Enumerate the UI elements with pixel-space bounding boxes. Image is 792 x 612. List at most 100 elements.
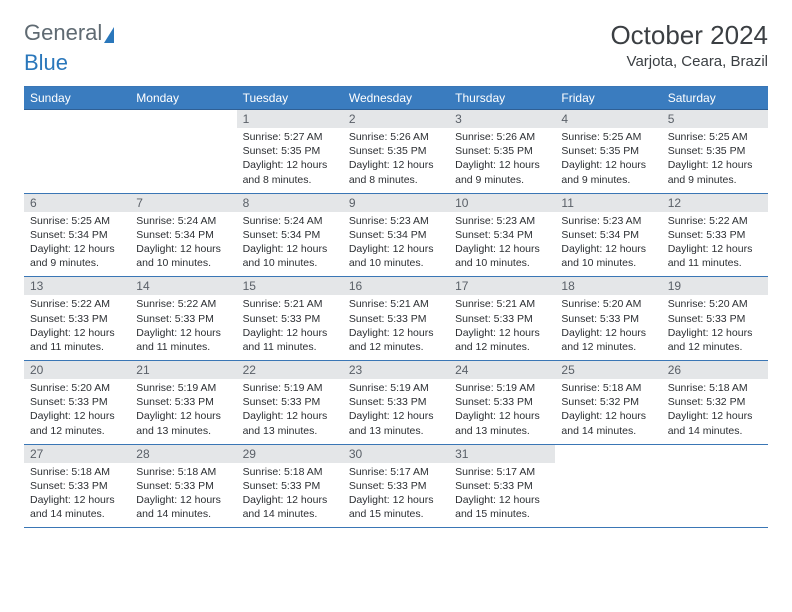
- sunrise-text: Sunrise: 5:24 AM: [136, 214, 230, 228]
- daylight-text: Daylight: 12 hours and 12 minutes.: [668, 326, 762, 354]
- calendar-day-cell: 8Sunrise: 5:24 AMSunset: 5:34 PMDaylight…: [237, 193, 343, 277]
- weekday-header: Monday: [130, 87, 236, 110]
- day-number: 28: [130, 445, 236, 463]
- day-number: 12: [662, 194, 768, 212]
- sunset-text: Sunset: 5:33 PM: [349, 395, 443, 409]
- calendar-day-cell: 5Sunrise: 5:25 AMSunset: 5:35 PMDaylight…: [662, 110, 768, 194]
- day-number: 1: [237, 110, 343, 128]
- sunset-text: Sunset: 5:33 PM: [243, 312, 337, 326]
- sunset-text: Sunset: 5:33 PM: [30, 479, 124, 493]
- sunset-text: Sunset: 5:34 PM: [243, 228, 337, 242]
- daylight-text: Daylight: 12 hours and 14 minutes.: [561, 409, 655, 437]
- daylight-text: Daylight: 12 hours and 11 minutes.: [243, 326, 337, 354]
- daylight-text: Daylight: 12 hours and 10 minutes.: [349, 242, 443, 270]
- sunrise-text: Sunrise: 5:22 AM: [30, 297, 124, 311]
- sunset-text: Sunset: 5:34 PM: [455, 228, 549, 242]
- day-number: 21: [130, 361, 236, 379]
- calendar-day-cell: 12Sunrise: 5:22 AMSunset: 5:33 PMDayligh…: [662, 193, 768, 277]
- day-number: [130, 110, 236, 128]
- day-number: [24, 110, 130, 128]
- day-number: 17: [449, 277, 555, 295]
- sunset-text: Sunset: 5:32 PM: [561, 395, 655, 409]
- sunrise-text: Sunrise: 5:17 AM: [349, 465, 443, 479]
- daylight-text: Daylight: 12 hours and 10 minutes.: [455, 242, 549, 270]
- day-number: 25: [555, 361, 661, 379]
- day-body: Sunrise: 5:20 AMSunset: 5:33 PMDaylight:…: [555, 295, 661, 360]
- calendar-day-cell: 21Sunrise: 5:19 AMSunset: 5:33 PMDayligh…: [130, 361, 236, 445]
- calendar-day-cell: 1Sunrise: 5:27 AMSunset: 5:35 PMDaylight…: [237, 110, 343, 194]
- sunrise-text: Sunrise: 5:23 AM: [349, 214, 443, 228]
- sunset-text: Sunset: 5:35 PM: [243, 144, 337, 158]
- calendar-week-row: 1Sunrise: 5:27 AMSunset: 5:35 PMDaylight…: [24, 110, 768, 194]
- daylight-text: Daylight: 12 hours and 9 minutes.: [455, 158, 549, 186]
- calendar-week-row: 13Sunrise: 5:22 AMSunset: 5:33 PMDayligh…: [24, 277, 768, 361]
- sunset-text: Sunset: 5:33 PM: [349, 479, 443, 493]
- day-body: Sunrise: 5:19 AMSunset: 5:33 PMDaylight:…: [449, 379, 555, 444]
- calendar-day-cell: 14Sunrise: 5:22 AMSunset: 5:33 PMDayligh…: [130, 277, 236, 361]
- calendar-day-cell: [662, 444, 768, 528]
- day-body: Sunrise: 5:21 AMSunset: 5:33 PMDaylight:…: [343, 295, 449, 360]
- sunrise-text: Sunrise: 5:18 AM: [30, 465, 124, 479]
- daylight-text: Daylight: 12 hours and 13 minutes.: [349, 409, 443, 437]
- calendar-day-cell: 18Sunrise: 5:20 AMSunset: 5:33 PMDayligh…: [555, 277, 661, 361]
- day-body: Sunrise: 5:18 AMSunset: 5:33 PMDaylight:…: [237, 463, 343, 528]
- day-body: Sunrise: 5:21 AMSunset: 5:33 PMDaylight:…: [237, 295, 343, 360]
- sunset-text: Sunset: 5:33 PM: [455, 479, 549, 493]
- calendar-week-row: 6Sunrise: 5:25 AMSunset: 5:34 PMDaylight…: [24, 193, 768, 277]
- sunrise-text: Sunrise: 5:17 AM: [455, 465, 549, 479]
- calendar-day-cell: 2Sunrise: 5:26 AMSunset: 5:35 PMDaylight…: [343, 110, 449, 194]
- sunrise-text: Sunrise: 5:19 AM: [136, 381, 230, 395]
- daylight-text: Daylight: 12 hours and 14 minutes.: [243, 493, 337, 521]
- sunrise-text: Sunrise: 5:19 AM: [243, 381, 337, 395]
- calendar-day-cell: 31Sunrise: 5:17 AMSunset: 5:33 PMDayligh…: [449, 444, 555, 528]
- calendar-day-cell: [24, 110, 130, 194]
- day-number: 10: [449, 194, 555, 212]
- daylight-text: Daylight: 12 hours and 15 minutes.: [349, 493, 443, 521]
- sunrise-text: Sunrise: 5:24 AM: [243, 214, 337, 228]
- sunset-text: Sunset: 5:33 PM: [561, 312, 655, 326]
- day-body: Sunrise: 5:23 AMSunset: 5:34 PMDaylight:…: [555, 212, 661, 277]
- day-body: [130, 128, 236, 186]
- daylight-text: Daylight: 12 hours and 12 minutes.: [349, 326, 443, 354]
- daylight-text: Daylight: 12 hours and 12 minutes.: [30, 409, 124, 437]
- day-body: [555, 463, 661, 521]
- daylight-text: Daylight: 12 hours and 10 minutes.: [561, 242, 655, 270]
- sunrise-text: Sunrise: 5:21 AM: [243, 297, 337, 311]
- calendar-day-cell: 3Sunrise: 5:26 AMSunset: 5:35 PMDaylight…: [449, 110, 555, 194]
- daylight-text: Daylight: 12 hours and 10 minutes.: [243, 242, 337, 270]
- day-number: 4: [555, 110, 661, 128]
- day-number: 19: [662, 277, 768, 295]
- sunset-text: Sunset: 5:33 PM: [455, 395, 549, 409]
- day-number: 26: [662, 361, 768, 379]
- calendar-day-cell: 26Sunrise: 5:18 AMSunset: 5:32 PMDayligh…: [662, 361, 768, 445]
- sunset-text: Sunset: 5:33 PM: [243, 395, 337, 409]
- day-body: Sunrise: 5:20 AMSunset: 5:33 PMDaylight:…: [662, 295, 768, 360]
- sunrise-text: Sunrise: 5:22 AM: [136, 297, 230, 311]
- day-number: 5: [662, 110, 768, 128]
- day-number: 20: [24, 361, 130, 379]
- weekday-header: Tuesday: [237, 87, 343, 110]
- calendar-day-cell: 28Sunrise: 5:18 AMSunset: 5:33 PMDayligh…: [130, 444, 236, 528]
- day-body: Sunrise: 5:17 AMSunset: 5:33 PMDaylight:…: [343, 463, 449, 528]
- weekday-header: Friday: [555, 87, 661, 110]
- sunrise-text: Sunrise: 5:21 AM: [455, 297, 549, 311]
- sunrise-text: Sunrise: 5:25 AM: [561, 130, 655, 144]
- day-body: Sunrise: 5:18 AMSunset: 5:32 PMDaylight:…: [662, 379, 768, 444]
- calendar-day-cell: 20Sunrise: 5:20 AMSunset: 5:33 PMDayligh…: [24, 361, 130, 445]
- sunrise-text: Sunrise: 5:19 AM: [349, 381, 443, 395]
- calendar-day-cell: 25Sunrise: 5:18 AMSunset: 5:32 PMDayligh…: [555, 361, 661, 445]
- day-body: Sunrise: 5:19 AMSunset: 5:33 PMDaylight:…: [343, 379, 449, 444]
- sunrise-text: Sunrise: 5:20 AM: [561, 297, 655, 311]
- sunset-text: Sunset: 5:34 PM: [136, 228, 230, 242]
- daylight-text: Daylight: 12 hours and 14 minutes.: [136, 493, 230, 521]
- day-body: Sunrise: 5:26 AMSunset: 5:35 PMDaylight:…: [449, 128, 555, 193]
- sunrise-text: Sunrise: 5:21 AM: [349, 297, 443, 311]
- day-number: [555, 445, 661, 463]
- weekday-header: Wednesday: [343, 87, 449, 110]
- calendar-week-row: 27Sunrise: 5:18 AMSunset: 5:33 PMDayligh…: [24, 444, 768, 528]
- calendar-day-cell: 17Sunrise: 5:21 AMSunset: 5:33 PMDayligh…: [449, 277, 555, 361]
- day-number: 22: [237, 361, 343, 379]
- sunrise-text: Sunrise: 5:23 AM: [455, 214, 549, 228]
- day-number: 11: [555, 194, 661, 212]
- day-number: [662, 445, 768, 463]
